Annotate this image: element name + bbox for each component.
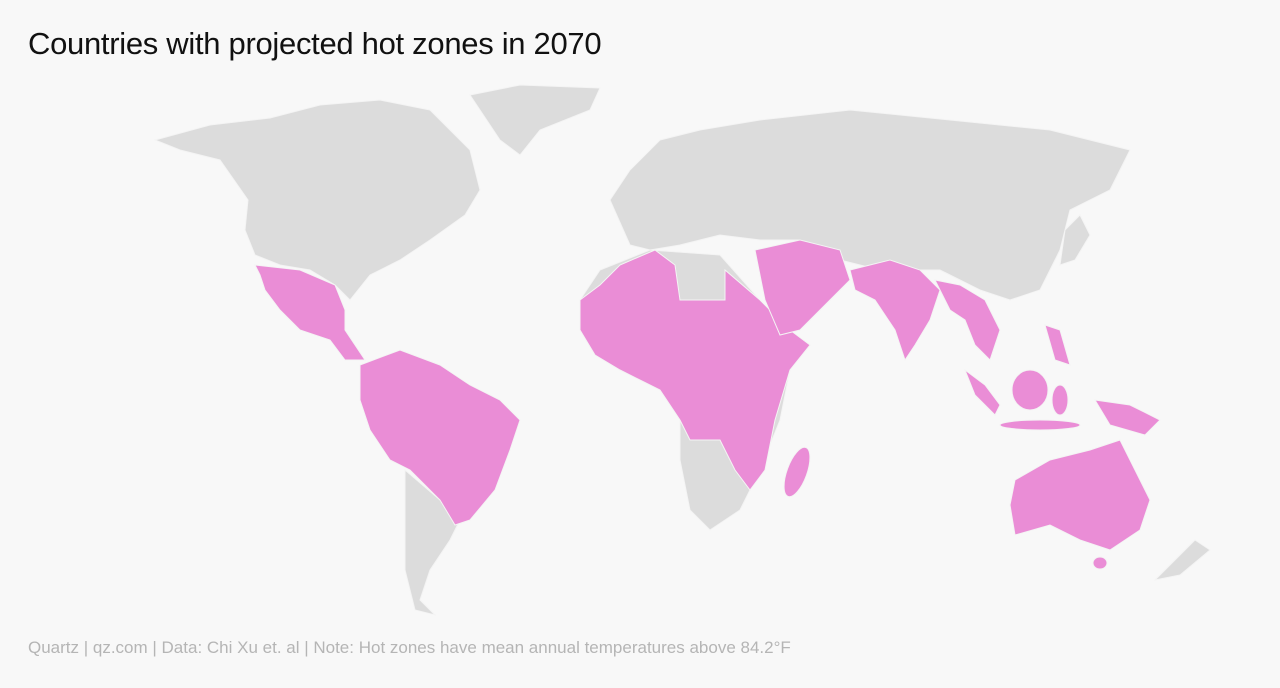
java [999,419,1081,431]
new-guinea [1094,399,1161,436]
south-america [359,349,521,526]
title: Countries with projected hot zones in 20… [28,26,602,61]
sulawesi [1051,384,1069,416]
new-zealand [1153,539,1211,581]
japan [1059,214,1091,266]
hot-zones [254,239,1161,570]
india [849,259,941,362]
borneo [1011,369,1049,411]
australia [1009,439,1151,551]
philippines [1044,324,1071,366]
southeast-asia [934,279,1001,361]
footer-source: Quartz | qz.com | Data: Chi Xu et. al | … [28,638,791,657]
madagascar [783,446,811,498]
middle-east [754,239,851,336]
greenland [469,84,601,156]
tasmania [1092,556,1108,570]
sumatra [963,368,1001,416]
mexico-central-america [254,264,366,361]
africa-hot [579,249,811,491]
north-america [153,99,481,301]
eurasia [609,109,1131,301]
